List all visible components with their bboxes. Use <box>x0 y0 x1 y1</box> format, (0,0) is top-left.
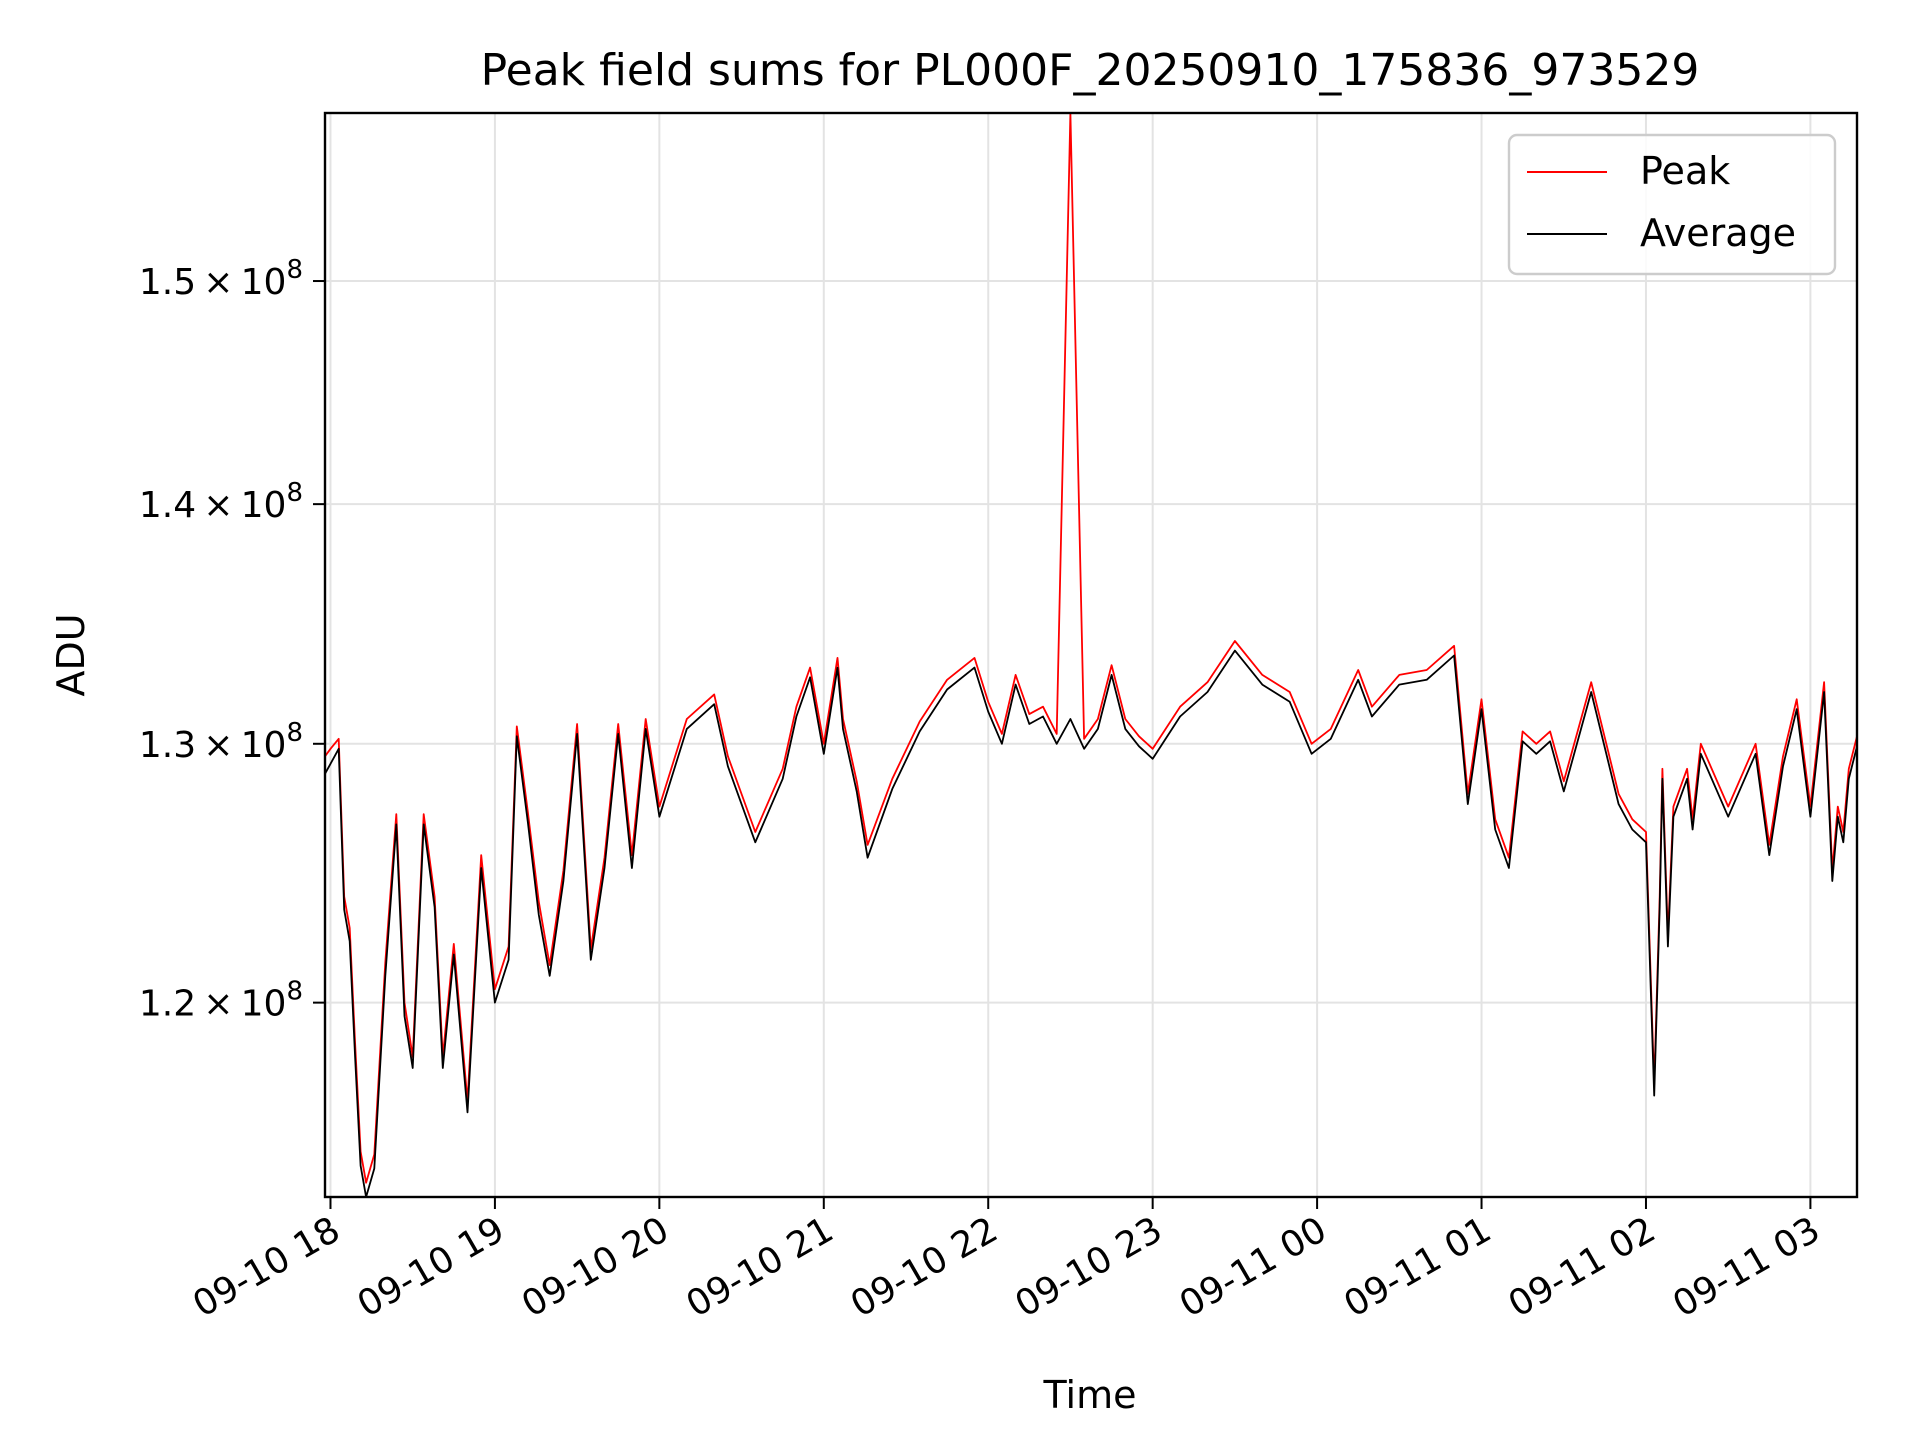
x-axis-label: Time <box>1043 1373 1137 1417</box>
gridlines <box>325 113 1857 1197</box>
legend-label-average: Average <box>1640 211 1796 255</box>
plot-frame <box>323 111 1859 1199</box>
chart-title: Peak field sums for PL000F_20250910_1758… <box>481 45 1700 96</box>
y-tick-label: 1.5 × 108 <box>139 255 303 303</box>
legend: Peak Average <box>1507 133 1837 276</box>
y-axis-label: ADU <box>49 613 93 696</box>
legend-label-peak: Peak <box>1640 149 1730 193</box>
legend-box <box>1507 133 1837 276</box>
y-tick-label: 1.4 × 108 <box>139 478 303 526</box>
y-tick-label: 1.2 × 108 <box>139 977 303 1025</box>
plot-lines <box>325 113 1857 1197</box>
y-tick-label: 1.3 × 108 <box>139 718 303 766</box>
series-line-average <box>325 649 1857 1197</box>
y-axis-ticks: 1.2 × 108 1.3 × 108 1.4 × 108 1.5 × 108 <box>139 255 325 1025</box>
